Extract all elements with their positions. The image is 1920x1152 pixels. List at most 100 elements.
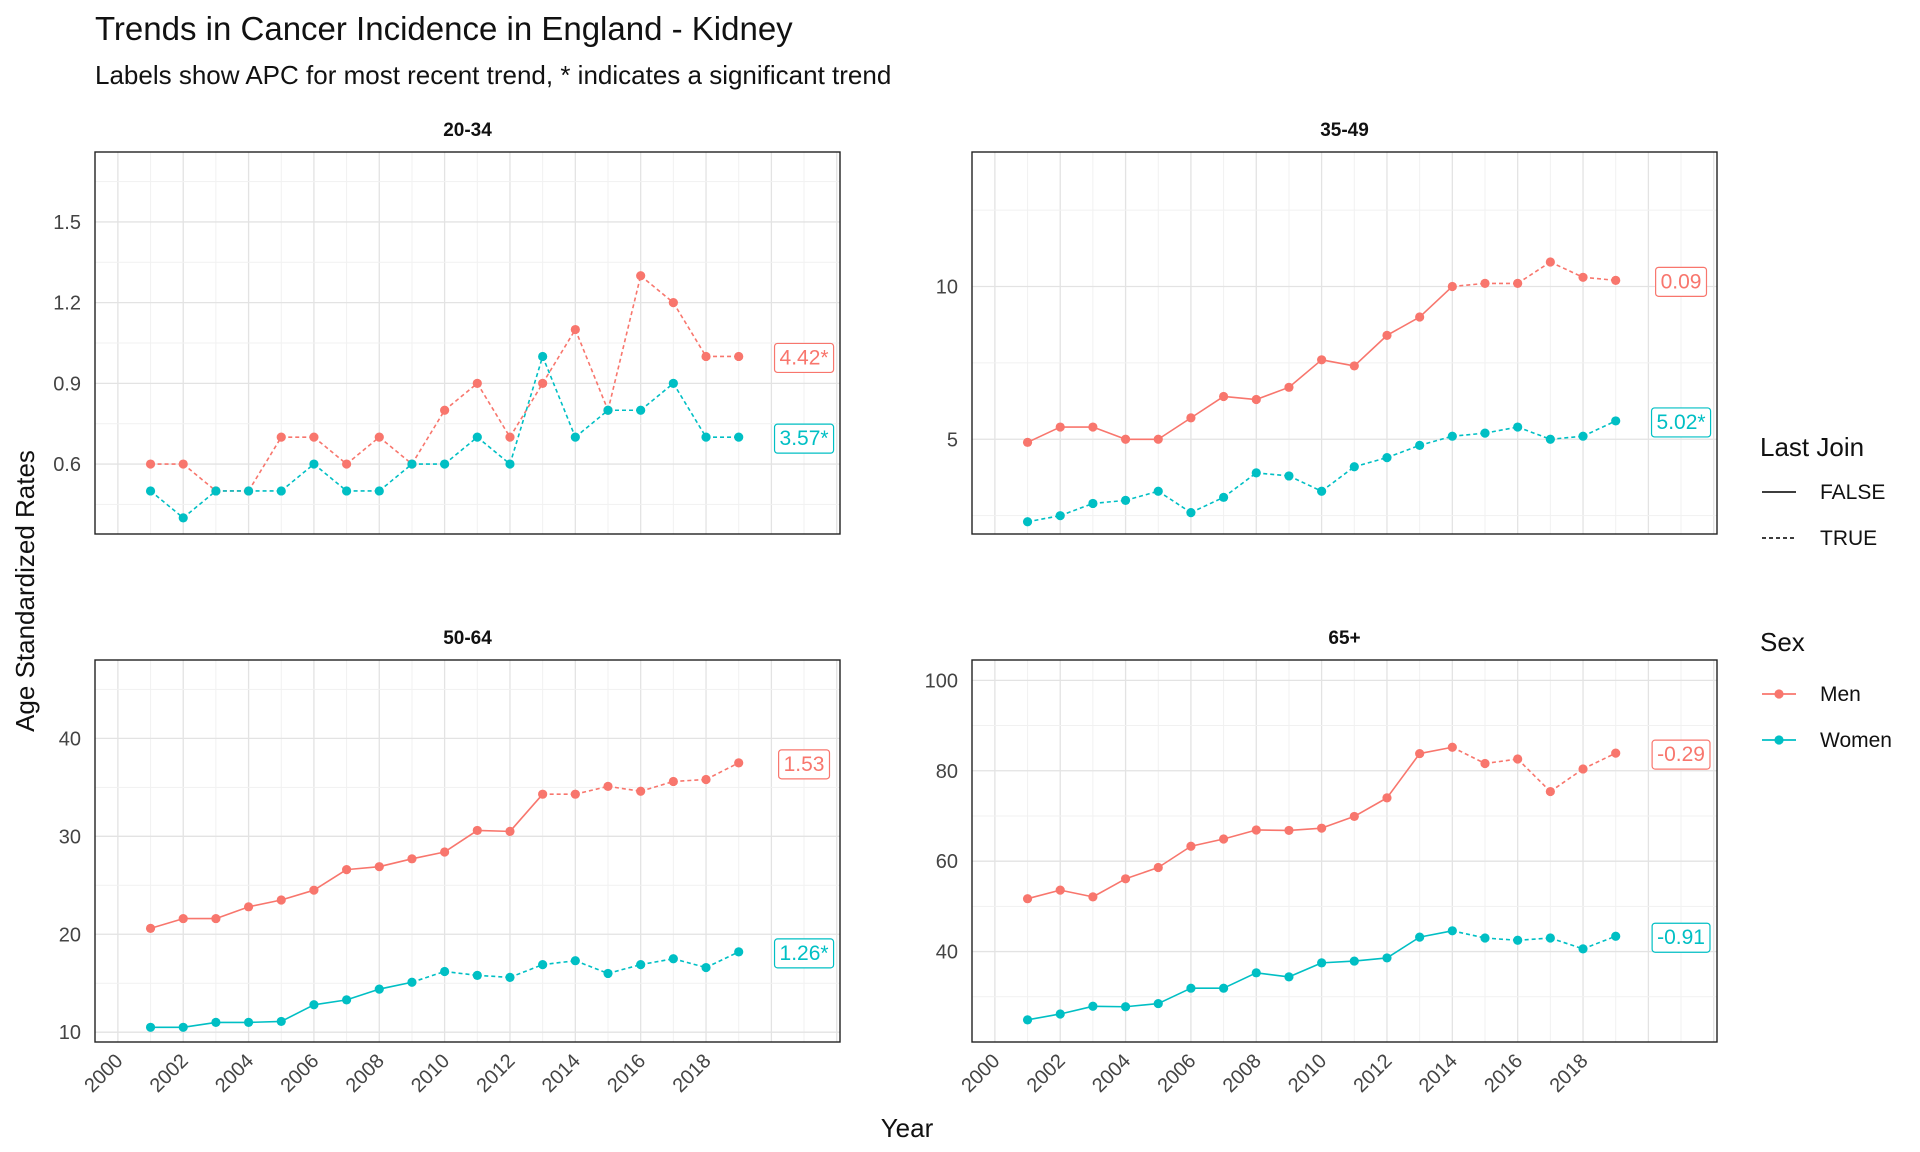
data-point [276, 432, 286, 442]
data-point [1317, 486, 1327, 496]
data-point [1088, 1001, 1098, 1011]
series-segment [1353, 334, 1388, 367]
series-segment [574, 409, 609, 438]
series-segment [1255, 386, 1290, 401]
series-segment [1550, 261, 1584, 279]
series-segment [1354, 957, 1388, 962]
data-point [734, 947, 744, 957]
data-point [1611, 275, 1621, 285]
series-segment [672, 302, 707, 357]
series-segment [1157, 417, 1192, 440]
y-tick-label: 5 [947, 429, 958, 451]
chart-panels: 20-34 0.6 0.9 1.2 1.5 4.42* 3.57* 35-49 5 10 0.09 5… [53, 120, 1718, 1097]
apc-label: 5.02* [1650, 407, 1712, 438]
y-tick-label: 60 [936, 851, 958, 873]
series-segment [477, 974, 511, 979]
data-point [1545, 257, 1555, 267]
series-segment [705, 951, 740, 969]
gridlines [95, 660, 840, 1042]
data-point [243, 902, 254, 912]
data-point [1022, 517, 1033, 527]
data-point [1120, 495, 1131, 505]
data-point [1578, 944, 1588, 954]
series-segment [672, 382, 707, 438]
data-point [1513, 278, 1523, 289]
data-point [440, 847, 450, 857]
series-segment [1517, 937, 1551, 942]
data-point [636, 786, 646, 796]
series-segment [1549, 768, 1584, 793]
y-tick-label: 80 [936, 761, 958, 783]
data-point [1186, 983, 1196, 993]
data-point [1055, 511, 1065, 521]
series-segment [1157, 490, 1192, 514]
x-tick-label: 2014 [1415, 1050, 1462, 1097]
apc-label-box [1651, 922, 1711, 953]
y-tick-label: 10 [59, 1022, 81, 1044]
gridlines [95, 152, 840, 534]
series-segment [1517, 426, 1551, 441]
data-point [1480, 428, 1490, 438]
data-point [668, 954, 678, 964]
data-point [145, 1022, 156, 1032]
data-point [145, 459, 156, 469]
series-segment [280, 463, 315, 492]
series-segment [346, 436, 380, 465]
series-segment [1582, 276, 1616, 282]
apc-label-box [1655, 266, 1708, 297]
apc-label-box [778, 749, 831, 780]
series-segment [640, 275, 674, 304]
data-point [1284, 382, 1294, 392]
series-segment [411, 970, 445, 984]
chart-subtitle: Labels show APC for most recent trend, *… [95, 60, 891, 90]
data-point [1022, 437, 1033, 447]
apc-label-text: -0.29 [1657, 743, 1705, 766]
series-segment [444, 829, 478, 853]
data-point [1186, 841, 1196, 851]
series-segment [1092, 878, 1126, 898]
series-segment [1517, 261, 1551, 285]
data-point [243, 486, 254, 496]
data-point [1120, 874, 1131, 884]
series-segment [1452, 930, 1486, 939]
data-point [603, 781, 613, 791]
series-segment [1582, 420, 1617, 437]
series-segment [1452, 432, 1486, 438]
series-women: -0.91 [1022, 922, 1711, 1025]
x-tick-label: 2012 [472, 1050, 519, 1097]
data-point [1284, 471, 1294, 481]
x-tick-label: 2008 [1219, 1050, 1266, 1097]
series-segment [575, 959, 609, 975]
data-point [178, 513, 188, 523]
series-segment [509, 963, 543, 979]
data-point [440, 459, 450, 469]
apc-label-box [773, 342, 835, 374]
series-segment [1223, 972, 1257, 989]
series-segment [313, 999, 347, 1006]
y-tick-label: 0.9 [53, 373, 81, 395]
data-point [1545, 786, 1555, 797]
data-point [1088, 892, 1098, 902]
data-point [636, 960, 646, 970]
series-segment [1419, 746, 1453, 755]
series-segment [1321, 359, 1355, 367]
panel-border [94, 151, 841, 535]
series-segment [705, 762, 740, 781]
series-segment [281, 889, 315, 901]
data-point [1545, 434, 1555, 444]
apc-label-box [1650, 407, 1712, 438]
y-tick-label: 1.5 [53, 212, 81, 234]
series-segment [1256, 472, 1290, 477]
series-women: 1.26* [145, 938, 835, 1032]
series-segment [248, 899, 282, 908]
x-tick-label: 2004 [1088, 1050, 1135, 1097]
series-segment [313, 463, 348, 492]
series-segment [444, 436, 478, 465]
data-point [407, 977, 417, 987]
data-point [1088, 422, 1098, 432]
apc-label: 1.53 [778, 749, 831, 780]
data-point [538, 378, 548, 388]
series-segment [1386, 936, 1421, 959]
data-point [668, 776, 678, 787]
apc-label-box [1651, 739, 1711, 770]
